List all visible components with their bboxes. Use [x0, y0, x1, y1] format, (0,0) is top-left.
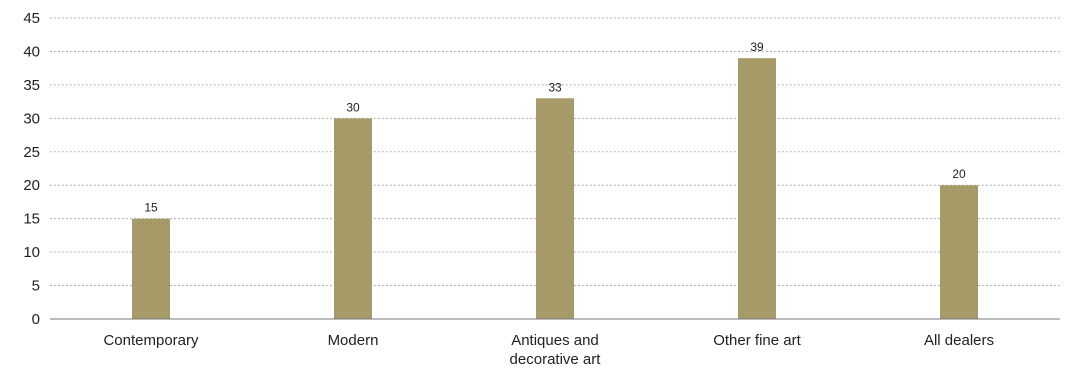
- bar-3: [738, 58, 776, 320]
- y-tick-label-5: 5: [32, 278, 40, 295]
- data-labels: 15 30 33 39 20: [144, 40, 966, 215]
- y-tick-label-35: 35: [23, 77, 40, 94]
- x-tick-label-0: Contemporary: [103, 332, 199, 349]
- y-axis: 0 5 10 15 20 25 30 35 40 45: [23, 10, 40, 328]
- y-tick-label-25: 25: [23, 144, 40, 161]
- y-tick-label-45: 45: [23, 10, 40, 27]
- bar-4: [940, 185, 978, 319]
- x-tick-label-2: Antiques and decorative art: [510, 332, 602, 368]
- y-tick-label-20: 20: [23, 177, 40, 194]
- x-tick-label-line: decorative art: [510, 351, 602, 368]
- x-tick-label-line: All dealers: [924, 332, 994, 349]
- data-label-1: 30: [346, 100, 360, 114]
- x-tick-label-line: Modern: [328, 332, 379, 349]
- bar-2: [536, 98, 574, 320]
- data-label-0: 15: [144, 201, 158, 215]
- y-tick-label-30: 30: [23, 110, 40, 127]
- x-tick-label-3: Other fine art: [713, 332, 801, 349]
- data-label-4: 20: [952, 167, 966, 181]
- y-tick-label-40: 40: [23, 43, 40, 60]
- y-tick-label-0: 0: [32, 311, 40, 328]
- bars: [132, 58, 978, 320]
- y-tick-label-10: 10: [23, 244, 40, 261]
- bar-1: [334, 118, 372, 319]
- x-tick-label-line: Other fine art: [713, 332, 801, 349]
- y-tick-label-15: 15: [23, 211, 40, 228]
- x-tick-label-line: Antiques and: [511, 332, 599, 349]
- data-label-3: 39: [750, 40, 764, 54]
- x-tick-label-1: Modern: [328, 332, 379, 349]
- bar-0: [132, 218, 170, 319]
- x-tick-label-line: Contemporary: [103, 332, 199, 349]
- data-label-2: 33: [548, 80, 562, 94]
- x-tick-label-4: All dealers: [924, 332, 994, 349]
- x-axis: Contemporary Modern Antiques and decorative…: [50, 318, 1060, 368]
